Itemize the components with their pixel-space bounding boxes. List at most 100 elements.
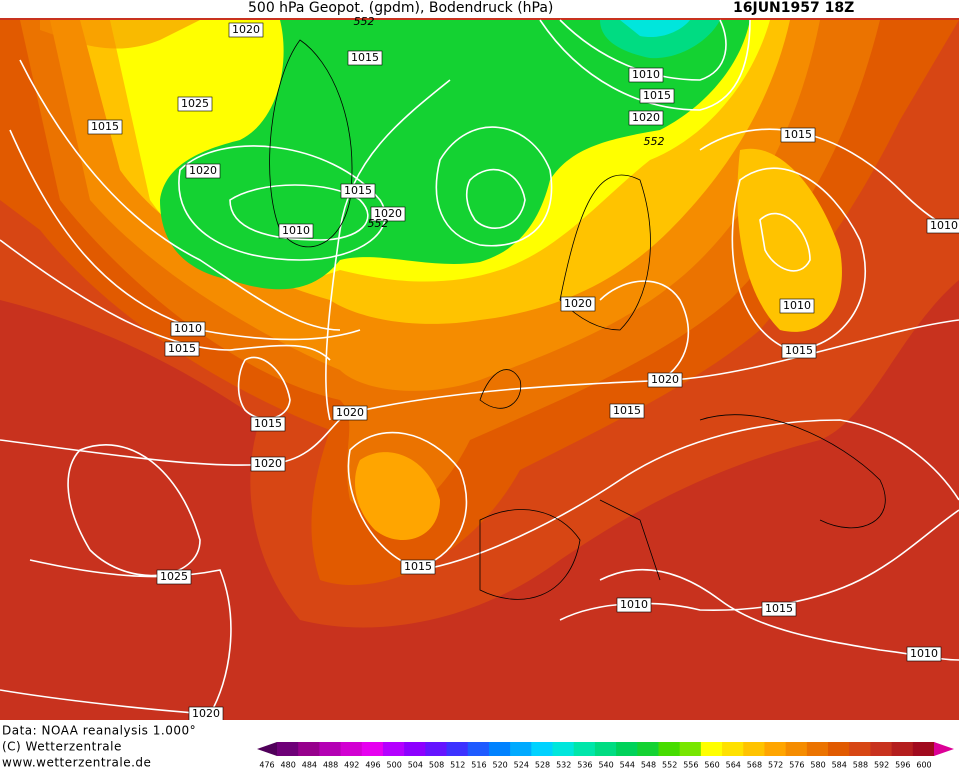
colorbar-swatch <box>785 742 808 756</box>
colorbar-label: 600 <box>916 761 931 770</box>
colorbar-label: 536 <box>577 761 592 770</box>
colorbar-label: 592 <box>874 761 889 770</box>
colorbar-label: 520 <box>492 761 507 770</box>
colorbar-label: 548 <box>641 761 656 770</box>
map-title: 500 hPa Geopot. (gpdm), Bodendruck (hPa) <box>248 0 553 16</box>
isobar-label: 1010 <box>282 224 310 237</box>
isobar-labels: 1020101510251015101010151020552101510201… <box>87 15 959 722</box>
colorbar-swatch <box>404 742 426 756</box>
isobar-label-box <box>628 67 664 83</box>
colorbar-label: 496 <box>365 761 380 770</box>
isobar-label: 552 <box>368 217 389 230</box>
isobar-label: 1020 <box>336 406 364 419</box>
isobar-label-box <box>906 646 942 662</box>
colorbar-label: 512 <box>450 761 465 770</box>
colorbar-label: 500 <box>387 761 402 770</box>
isobar-label-box <box>170 321 206 337</box>
colorbar-label: 532 <box>556 761 571 770</box>
colorbar-label: 556 <box>683 761 698 770</box>
copyright: (C) Wetterzentrale <box>2 740 122 754</box>
colorbar-label: 504 <box>408 761 423 770</box>
colorbar-swatch <box>361 742 384 756</box>
colorbar-swatch <box>616 742 638 756</box>
isobar-label-box <box>87 119 123 135</box>
isobar-label-box <box>616 597 652 613</box>
isobar-label-box <box>400 559 436 575</box>
colorbar-label: 584 <box>832 761 847 770</box>
isobar-label: 1020 <box>189 164 217 177</box>
isobar-label: 1010 <box>783 299 811 312</box>
colorbar-swatch <box>870 742 893 756</box>
isobar-label: 552 <box>354 15 375 28</box>
colorbar-swatch <box>679 742 702 756</box>
isobar-label: 1015 <box>643 89 671 102</box>
colorbar-label: 540 <box>598 761 613 770</box>
colorbar-label: 488 <box>323 761 338 770</box>
isobar-label: 1015 <box>168 342 196 355</box>
colorbar-swatch <box>722 742 744 756</box>
isobar-label-box <box>164 341 200 357</box>
colorbar-swatch <box>891 742 914 756</box>
isobar-label: 1020 <box>564 297 592 310</box>
isobar-label: 552 <box>644 135 665 148</box>
isobar-label: 1010 <box>174 322 202 335</box>
colorbar-swatch <box>467 742 490 756</box>
isobar-label-box <box>560 296 596 312</box>
isobar-label-box <box>177 96 213 112</box>
colorbar-label: 568 <box>747 761 762 770</box>
colorbar-swatch <box>319 742 342 756</box>
isobar-label: 1015 <box>404 560 432 573</box>
colorbar-swatch <box>849 742 871 756</box>
isobar-label: 1015 <box>784 128 812 141</box>
isobar-label: 1015 <box>765 602 793 615</box>
colorbar-swatch <box>340 742 363 756</box>
colorbar-label: 484 <box>302 761 317 770</box>
isobar-label-box <box>779 298 815 314</box>
colorbar-label: 508 <box>429 761 444 770</box>
colorbar-label: 588 <box>853 761 868 770</box>
colorbar-swatch <box>828 742 850 756</box>
isobar-label-box <box>761 601 797 617</box>
colorbar-swatch <box>912 742 935 756</box>
isobar-label-box <box>926 218 959 234</box>
colorbar-swatch <box>488 742 511 756</box>
colorbar: 476 480 484 488 492 496 500 504 508 512 516 520 524 5… <box>257 742 954 770</box>
isobar-label: 1015 <box>613 404 641 417</box>
isobar-label-box <box>332 405 368 421</box>
isobar-label: 1015 <box>91 120 119 133</box>
colorbar-label: 528 <box>535 761 550 770</box>
isobar-label: 1010 <box>930 219 958 232</box>
isobar-label-box <box>781 343 817 359</box>
colorbar-label: 480 <box>281 761 296 770</box>
colorbar-label: 576 <box>789 761 804 770</box>
colorbar-label: 524 <box>514 761 529 770</box>
colorbar-swatch <box>594 742 617 756</box>
colorbar-label: 544 <box>620 761 635 770</box>
colorbar-high <box>934 742 954 756</box>
colorbar-label: 516 <box>471 761 486 770</box>
colorbar-label: 572 <box>768 761 783 770</box>
colorbar-swatch <box>700 742 723 756</box>
colorbar-swatch <box>764 742 787 756</box>
colorbar-swatch <box>446 742 469 756</box>
isobar-label-box <box>250 416 286 432</box>
colorbar-label: 596 <box>895 761 910 770</box>
isobar-label-box <box>278 223 314 239</box>
colorbar-swatch <box>425 742 448 756</box>
colorbar-swatch <box>573 742 596 756</box>
isobar-label: 1020 <box>651 373 679 386</box>
isobar-label-box <box>347 50 383 66</box>
isobar-label-box <box>228 22 264 38</box>
colorbar-swatch <box>510 742 532 756</box>
isobar-label: 1020 <box>374 207 402 220</box>
coastlines <box>269 39 886 600</box>
isobar-label-box <box>780 127 816 143</box>
map-date: 16JUN1957 18Z <box>733 0 854 16</box>
isobar-label: 1020 <box>254 457 282 470</box>
isobar-label: 1010 <box>632 68 660 81</box>
isobar-label: 1025 <box>160 570 188 583</box>
colorbar-swatch <box>637 742 659 756</box>
isobar-label: 1020 <box>192 707 220 720</box>
isobar-label: 1015 <box>785 344 813 357</box>
